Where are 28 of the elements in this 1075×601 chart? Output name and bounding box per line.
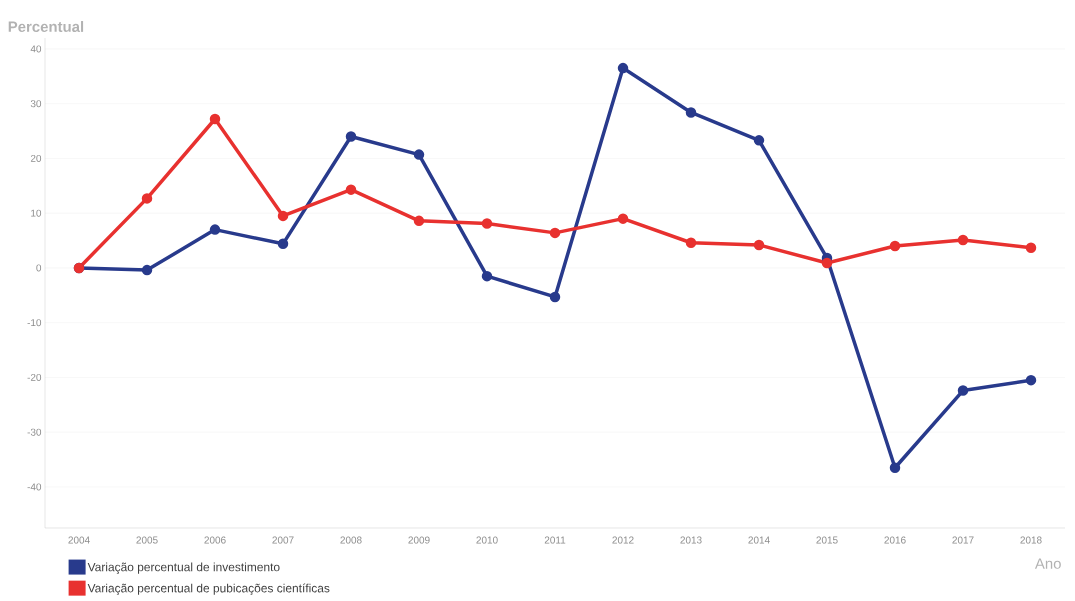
legend-label: Variação percentual de investimento xyxy=(87,562,280,574)
x-tick-label: 2009 xyxy=(408,536,430,544)
x-tick-label: 2017 xyxy=(952,536,974,544)
x-tick-label: 2012 xyxy=(612,536,634,544)
y-tick-label: 30 xyxy=(30,100,42,108)
x-tick-label: 2007 xyxy=(272,536,294,544)
y-tick-label: -40 xyxy=(27,483,42,491)
x-tick-label: 2015 xyxy=(816,536,838,544)
x-tick-label: 2006 xyxy=(204,536,226,544)
y-tick-label: -30 xyxy=(27,428,42,436)
x-tick-label: 2004 xyxy=(68,536,90,544)
legend-label: Variação percentual de pubicações científicas xyxy=(87,583,330,595)
y-tick-label: 10 xyxy=(31,209,42,217)
x-tick-label: 2018 xyxy=(1020,536,1042,544)
y-tick-label: -20 xyxy=(27,373,42,381)
x-tick-label: 2014 xyxy=(748,536,770,544)
y-tick-label: 20 xyxy=(30,154,42,162)
x-tick-label: 2010 xyxy=(476,536,498,544)
x-tick-label: 2013 xyxy=(680,536,702,544)
y-axis-title: Percentual xyxy=(8,21,84,32)
x-axis-title: Ano xyxy=(1034,558,1061,569)
x-tick-label: 2005 xyxy=(136,536,158,544)
y-tick-label: 0 xyxy=(36,264,42,272)
y-tick-label: 40 xyxy=(30,45,42,53)
y-tick-label: -10 xyxy=(27,319,42,327)
x-tick-label: 2011 xyxy=(544,536,566,544)
x-tick-label: 2008 xyxy=(340,536,362,544)
x-tick-label: 2016 xyxy=(884,536,906,544)
